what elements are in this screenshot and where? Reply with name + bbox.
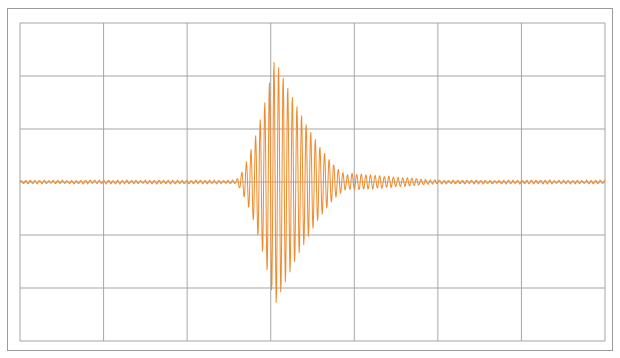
chart-series-group	[19, 61, 606, 304]
signal-series-line	[19, 61, 606, 304]
chart-grid	[19, 22, 606, 342]
